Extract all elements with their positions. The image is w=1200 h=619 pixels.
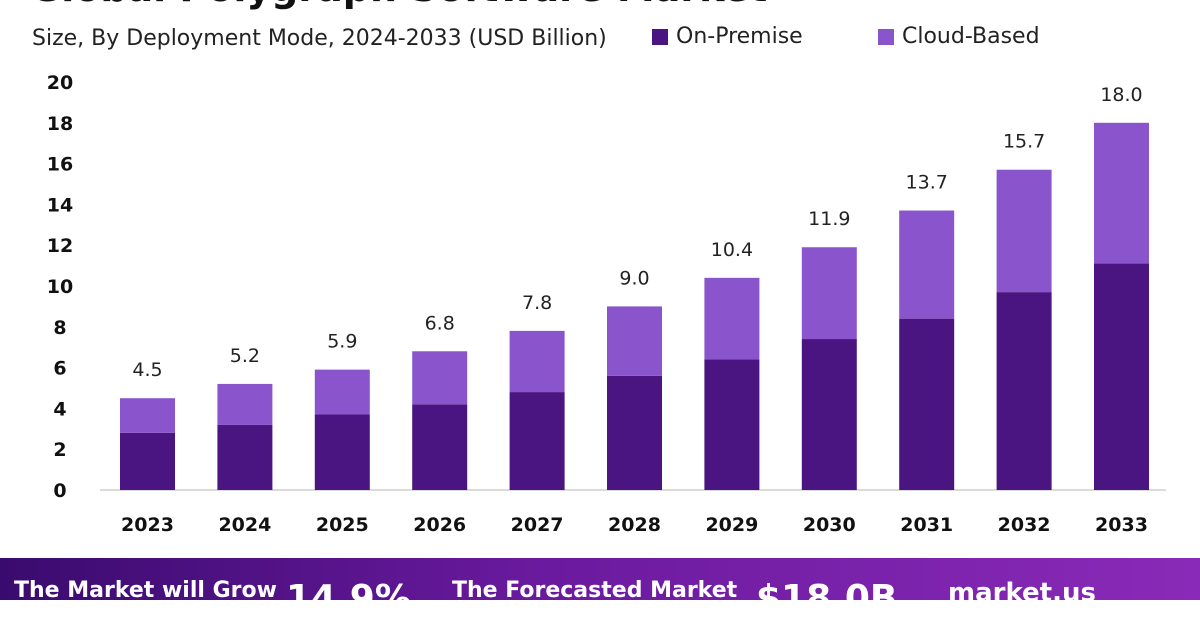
- bar-segment-cloud-based: [801, 247, 857, 340]
- chart-title: Global Polygraph Software Market: [30, 0, 767, 10]
- banner-forecast-text: The Forecasted Market: [452, 578, 738, 603]
- legend-label-cloud-based: Cloud-Based: [902, 24, 1040, 49]
- x-tick-label: 2030: [803, 514, 856, 536]
- brand-logo-text: market.us: [948, 578, 1096, 608]
- bar-segment-cloud-based: [899, 210, 955, 319]
- bar-segment-on-premise: [704, 359, 760, 490]
- x-tick-label: 2024: [218, 514, 271, 536]
- bar-segment-on-premise: [899, 318, 955, 490]
- bar-segment-on-premise: [607, 375, 662, 490]
- bar-total-label: 5.9: [327, 331, 357, 353]
- bar-total-label: 4.5: [132, 359, 162, 381]
- x-tick-label: 2029: [705, 514, 758, 536]
- bar-segment-cloud-based: [607, 306, 662, 376]
- y-tick-label: 8: [53, 317, 66, 339]
- y-tick-label: 18: [47, 113, 73, 135]
- bar-segment-cloud-based: [1094, 122, 1149, 264]
- legend-swatch-cloud-based: [878, 28, 894, 45]
- legend-item-cloud-based: Cloud-Based: [878, 24, 1040, 49]
- legend-swatch-on-premise: [652, 28, 668, 45]
- y-tick-label: 6: [53, 358, 66, 380]
- bar-segment-cloud-based: [120, 398, 175, 433]
- bar-segment-on-premise: [801, 339, 857, 490]
- banner-market-value: $18.0B: [756, 578, 898, 619]
- bar-segment-on-premise: [412, 404, 468, 490]
- y-tick-label: 16: [47, 154, 73, 176]
- bar-segment-cloud-based: [996, 169, 1052, 293]
- bar-segment-cloud-based: [704, 277, 760, 360]
- y-tick-label: 0: [53, 480, 66, 502]
- bar-total-label: 10.4: [711, 239, 753, 261]
- bar-segment-on-premise: [996, 292, 1052, 490]
- bar-total-label: 13.7: [906, 172, 948, 194]
- bar-segment-on-premise: [509, 392, 565, 490]
- bar-segment-cloud-based: [314, 369, 370, 415]
- bar-total-label: 15.7: [1003, 131, 1045, 153]
- x-tick-label: 2023: [121, 514, 174, 536]
- footer-banner: The Market will Grow 14.9% The Forecaste…: [0, 558, 1200, 619]
- x-tick-label: 2027: [511, 514, 564, 536]
- bar-segment-on-premise: [314, 414, 370, 490]
- y-tick-label: 10: [47, 276, 73, 298]
- bar-segment-cloud-based: [509, 330, 565, 393]
- bar-total-label: 9.0: [619, 267, 649, 289]
- x-tick-label: 2026: [413, 514, 466, 536]
- bar-total-label: 5.2: [230, 345, 260, 367]
- bar-total-label: 11.9: [808, 208, 850, 230]
- bar-segment-on-premise: [120, 432, 175, 490]
- legend-item-on-premise: On-Premise: [652, 24, 803, 49]
- y-tick-label: 2: [53, 439, 66, 461]
- banner-cagr-value: 14.9%: [286, 578, 411, 619]
- chart-subtitle: Size, By Deployment Mode, 2024-2033 (USD…: [32, 26, 607, 51]
- x-tick-label: 2028: [608, 514, 661, 536]
- legend-label-on-premise: On-Premise: [676, 24, 803, 49]
- x-tick-label: 2032: [998, 514, 1051, 536]
- bar-total-label: 18.0: [1100, 84, 1142, 106]
- bar-total-label: 6.8: [425, 312, 455, 334]
- bar-segment-cloud-based: [217, 383, 273, 425]
- banner-grow-text: The Market will Grow: [14, 578, 277, 603]
- bar-total-label: 7.8: [522, 292, 552, 314]
- x-tick-label: 2025: [316, 514, 369, 536]
- y-tick-label: 20: [47, 72, 73, 94]
- y-tick-label: 14: [47, 194, 73, 216]
- y-tick-label: 4: [53, 398, 66, 420]
- stacked-bar-chart: 0 2 4 6 8 10 12 14 16 18 20 4.5 2023 5.2 2024 5.9 2025 6.…: [47, 72, 1166, 536]
- x-tick-label: 2033: [1095, 514, 1148, 536]
- x-tick-label: 2031: [900, 514, 953, 536]
- y-tick-label: 12: [47, 235, 73, 257]
- bar-segment-on-premise: [1094, 263, 1149, 490]
- bar-segment-on-premise: [217, 424, 273, 490]
- bar-segment-cloud-based: [412, 351, 468, 405]
